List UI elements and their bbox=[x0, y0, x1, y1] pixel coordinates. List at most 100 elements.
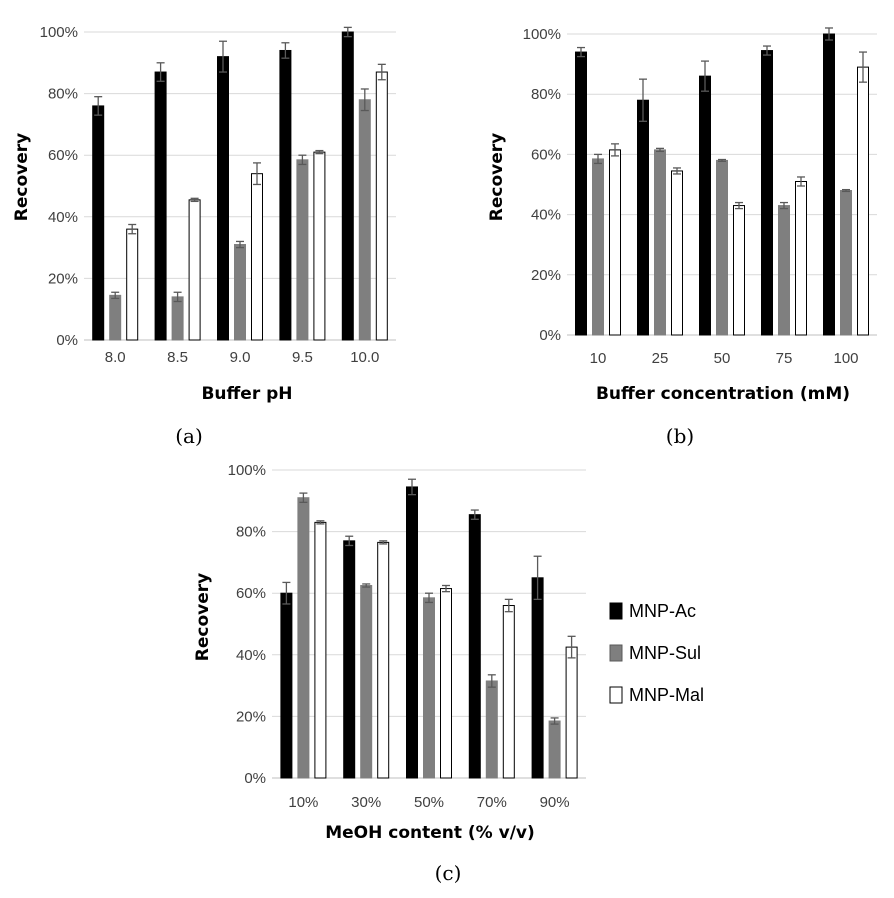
y-tick-label: 40% bbox=[531, 207, 561, 224]
panel-a-y-axis-title: Recovery bbox=[12, 133, 32, 221]
bar-mnp-ac bbox=[217, 56, 229, 341]
bar-mnp-sul bbox=[234, 244, 246, 341]
bar-mnp-ac bbox=[279, 49, 292, 341]
x-tick-label: 25 bbox=[652, 350, 669, 367]
panel-b-y-axis-title: Recovery bbox=[487, 133, 507, 221]
bar-mnp-sul bbox=[592, 158, 604, 336]
y-tick-label: 80% bbox=[531, 86, 561, 103]
panel-a-bars bbox=[92, 31, 388, 341]
bar-mnp-ac bbox=[468, 514, 481, 779]
bar-mnp-mal bbox=[375, 71, 388, 341]
panel-b-bars bbox=[575, 33, 869, 336]
bar-mnp-sul bbox=[840, 190, 852, 336]
bar-mnp-mal bbox=[565, 646, 578, 779]
panel-a-error-bars bbox=[94, 26, 386, 303]
bar-mnp-mal bbox=[609, 149, 621, 336]
bar-mnp-ac bbox=[637, 99, 649, 336]
bar-mnp-ac bbox=[699, 75, 711, 336]
bar-mnp-ac bbox=[575, 51, 587, 336]
panel-c-bars bbox=[280, 486, 578, 779]
legend-label-mnp-ac: MNP-Ac bbox=[629, 601, 696, 621]
panel-a-x-ticks: 8.0 8.5 9.0 9.5 10.0 bbox=[105, 349, 380, 366]
x-tick-label: 50% bbox=[414, 794, 444, 811]
x-tick-label: 8.5 bbox=[167, 349, 188, 366]
y-tick-label: 20% bbox=[236, 708, 266, 725]
bar-mnp-mal bbox=[733, 205, 745, 336]
y-tick-label: 20% bbox=[48, 270, 78, 287]
panel-c-error-bars bbox=[282, 478, 576, 725]
bar-mnp-ac bbox=[92, 105, 105, 341]
bar-mnp-mal bbox=[377, 541, 390, 779]
panel-c: 0% 20% 40% 60% 80% 100% 10% 30% 50% 70% 90% Recov… bbox=[193, 462, 586, 885]
y-tick-label: 100% bbox=[228, 462, 266, 479]
bar-mnp-mal bbox=[126, 228, 139, 341]
bar-mnp-mal bbox=[502, 605, 515, 779]
bar-mnp-sul bbox=[109, 294, 122, 341]
bar-mnp-sul bbox=[778, 205, 790, 336]
bar-mnp-ac bbox=[531, 577, 544, 779]
legend-swatch-mnp-sul bbox=[609, 644, 623, 662]
bar-mnp-sul bbox=[716, 159, 728, 336]
bar-mnp-sul bbox=[485, 680, 498, 779]
y-tick-label: 40% bbox=[48, 209, 78, 226]
bar-mnp-ac bbox=[761, 50, 773, 336]
y-tick-label: 0% bbox=[56, 332, 78, 349]
x-tick-label: 50 bbox=[714, 350, 731, 367]
bar-mnp-mal bbox=[795, 180, 807, 336]
panel-b-y-ticks: 0% 20% 40% 60% 80% 100% bbox=[523, 26, 561, 344]
legend-label-mnp-mal: MNP-Mal bbox=[629, 685, 704, 705]
panel-c-x-axis-title: MeOH content (% v/v) bbox=[325, 823, 535, 843]
panel-c-x-ticks: 10% 30% 50% 70% 90% bbox=[288, 794, 569, 811]
legend-swatch-mnp-mal bbox=[609, 686, 623, 704]
panel-b-x-axis-title: Buffer concentration (mM) bbox=[596, 384, 850, 404]
x-tick-label: 10.0 bbox=[350, 349, 379, 366]
panel-b-label: (b) bbox=[666, 424, 694, 448]
bar-mnp-mal bbox=[857, 66, 869, 336]
bar-mnp-mal bbox=[313, 151, 326, 341]
x-tick-label: 9.5 bbox=[292, 349, 313, 366]
legend-swatch-mnp-ac bbox=[609, 602, 623, 620]
x-tick-label: 30% bbox=[351, 794, 381, 811]
bar-mnp-mal bbox=[671, 170, 683, 336]
y-tick-label: 80% bbox=[48, 86, 78, 103]
x-tick-label: 100 bbox=[833, 350, 858, 367]
panel-c-y-axis-title: Recovery bbox=[193, 573, 213, 661]
y-tick-label: 40% bbox=[236, 647, 266, 664]
bar-mnp-ac bbox=[343, 540, 356, 779]
panel-c-y-ticks: 0% 20% 40% 60% 80% 100% bbox=[228, 462, 266, 787]
legend-label-mnp-sul: MNP-Sul bbox=[629, 643, 701, 663]
y-tick-label: 60% bbox=[48, 147, 78, 164]
y-tick-label: 0% bbox=[244, 770, 266, 787]
bar-mnp-sul bbox=[654, 149, 666, 336]
x-tick-label: 8.0 bbox=[105, 349, 126, 366]
bar-mnp-mal bbox=[188, 199, 201, 341]
panel-a: 0% 20% 40% 60% 80% 100% 8.0 8.5 9.0 9.5 10.0 Reco… bbox=[12, 24, 396, 448]
bar-mnp-ac bbox=[154, 71, 167, 341]
y-tick-label: 100% bbox=[40, 24, 78, 41]
y-tick-label: 60% bbox=[236, 585, 266, 602]
y-tick-label: 60% bbox=[531, 146, 561, 163]
panel-a-y-ticks: 0% 20% 40% 60% 80% 100% bbox=[40, 24, 78, 349]
bar-mnp-sul bbox=[360, 585, 373, 779]
bar-mnp-sul bbox=[548, 720, 561, 779]
x-tick-label: 75 bbox=[776, 350, 793, 367]
y-tick-label: 80% bbox=[236, 524, 266, 541]
x-tick-label: 10% bbox=[288, 794, 318, 811]
bar-mnp-mal bbox=[251, 173, 263, 341]
bar-mnp-ac bbox=[341, 31, 354, 341]
panel-b-error-bars bbox=[577, 27, 867, 210]
y-tick-label: 0% bbox=[539, 327, 561, 344]
bar-mnp-ac bbox=[823, 33, 835, 336]
bar-mnp-mal bbox=[314, 521, 327, 779]
y-tick-label: 100% bbox=[523, 26, 561, 43]
x-tick-label: 10 bbox=[590, 350, 607, 367]
bar-mnp-sul bbox=[358, 99, 371, 341]
x-tick-label: 90% bbox=[540, 794, 570, 811]
panel-a-x-axis-title: Buffer pH bbox=[201, 384, 292, 404]
bar-mnp-sul bbox=[171, 296, 184, 341]
panel-b: 0%20%40%60%80%100% 10 25 50 75 100 Recovery … bbox=[487, 26, 877, 448]
panel-c-label: (c) bbox=[435, 861, 462, 885]
bar-mnp-sul bbox=[423, 597, 435, 779]
